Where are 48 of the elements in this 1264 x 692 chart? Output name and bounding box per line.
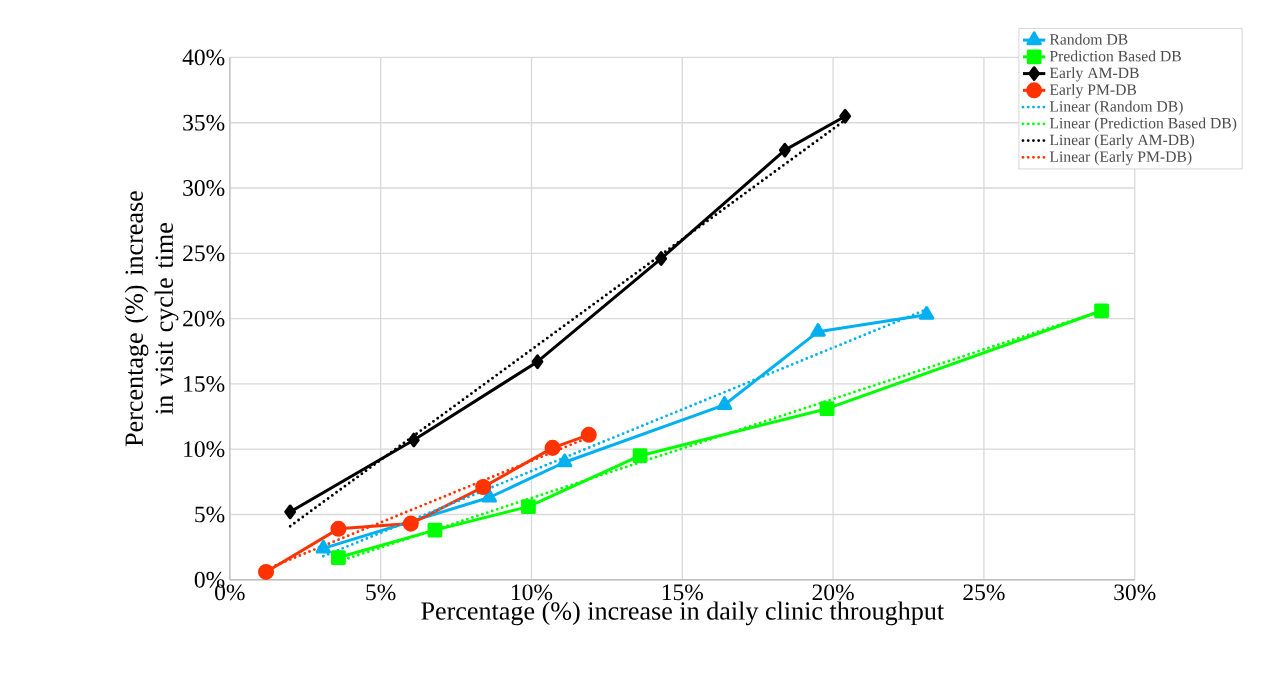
point	[402, 515, 419, 532]
y-tick-label: 25%	[183, 245, 225, 262]
x-tick-label: 15%	[662, 584, 704, 601]
point	[1094, 303, 1109, 319]
point	[407, 432, 420, 448]
y-tick-label: 40%	[182, 49, 225, 66]
point	[544, 439, 561, 456]
y-tick-label: 30%	[183, 180, 225, 196]
point	[331, 550, 346, 565]
point	[632, 448, 648, 464]
legend-label: Linear (Random DB)	[1049, 100, 1183, 115]
legend-label: Early AM-DB	[1049, 67, 1139, 82]
point	[580, 426, 597, 443]
point	[819, 401, 835, 417]
point	[284, 504, 297, 520]
x-axis-title: Percentage (%) increase in daily clinic throughput	[421, 601, 944, 626]
y-axis-title: Percentage (%) increase in visit cycle time	[124, 191, 179, 447]
x-tick-label: 10%	[511, 584, 553, 601]
point	[655, 251, 668, 266]
legend-label: Linear (Prediction Based DB)	[1049, 117, 1237, 132]
point	[257, 563, 275, 580]
point	[556, 453, 573, 468]
y-tick-label: 5%	[195, 506, 225, 523]
point	[330, 520, 347, 537]
y-tick-label: 20%	[183, 310, 225, 327]
legend-label: Linear (Early PM-DB)	[1049, 150, 1192, 166]
legend-label: Random DB	[1049, 33, 1128, 45]
point	[839, 108, 852, 124]
x-tick-label: 25%	[963, 584, 1005, 601]
x-tick-label: 20%	[812, 584, 854, 601]
y-tick-label: 10%	[184, 441, 225, 458]
legend-label: Linear (Early AM-DB)	[1049, 134, 1195, 149]
point	[521, 499, 536, 514]
point	[778, 142, 791, 158]
x-tick-label: 5%	[366, 584, 396, 601]
point	[475, 478, 492, 496]
y-tick-label: 15%	[184, 375, 225, 392]
point	[918, 305, 935, 320]
point	[716, 396, 733, 410]
legend-label: Early PM-DB	[1049, 83, 1137, 99]
point	[481, 488, 497, 503]
point	[315, 539, 332, 554]
y-tick-label: 35%	[183, 114, 225, 131]
point	[810, 322, 826, 337]
point	[531, 354, 544, 370]
legend-label: Prediction Based DB	[1049, 50, 1181, 62]
point	[427, 522, 443, 538]
x-tick-label: 30%	[1114, 584, 1156, 601]
